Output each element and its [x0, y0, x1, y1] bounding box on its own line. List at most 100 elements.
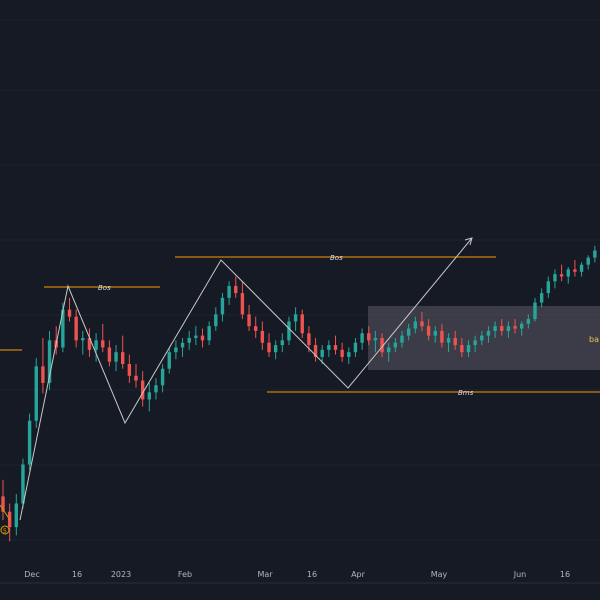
candle	[513, 319, 517, 334]
candle-body	[194, 335, 198, 338]
candle-body	[526, 319, 531, 324]
candle-body	[453, 338, 457, 346]
candle-body	[74, 316, 78, 341]
candle	[387, 342, 391, 362]
candle-body	[486, 330, 491, 336]
candle	[207, 321, 211, 346]
candle	[87, 328, 92, 357]
candle	[74, 309, 78, 348]
candle	[227, 281, 231, 305]
candle	[180, 338, 185, 357]
candle-body	[506, 326, 511, 331]
candle-body	[520, 323, 524, 329]
x-tick-label: 16	[560, 570, 570, 579]
candle	[114, 345, 118, 372]
candle-body	[367, 333, 371, 341]
x-tick-label: Jun	[513, 570, 527, 579]
candle	[380, 333, 384, 357]
candle-body	[167, 352, 171, 369]
candle-body	[313, 345, 318, 357]
candle-body	[187, 338, 191, 343]
candle	[94, 333, 98, 362]
candle	[466, 340, 471, 357]
candle-body	[426, 326, 431, 336]
candle	[160, 364, 165, 393]
candle	[240, 281, 245, 320]
candle	[460, 338, 464, 357]
candle	[247, 304, 251, 331]
candle	[47, 330, 52, 390]
candle	[267, 333, 271, 357]
candle	[506, 321, 511, 338]
candle-body	[493, 326, 497, 331]
candle	[353, 338, 358, 357]
candle	[480, 330, 484, 346]
candle-body	[267, 342, 271, 353]
candle-body	[227, 286, 231, 298]
grid-lines	[0, 19, 600, 541]
marker-circle	[0, 525, 10, 535]
candle	[273, 340, 278, 360]
candle-body	[234, 286, 238, 294]
candle-body	[380, 338, 384, 353]
candle-body	[307, 333, 311, 346]
candle-body	[433, 330, 437, 336]
candle	[400, 330, 404, 348]
candle-body	[566, 269, 570, 277]
candle	[220, 293, 225, 322]
candle-body	[260, 330, 265, 343]
candle-body	[127, 364, 132, 376]
candle-body	[47, 340, 52, 383]
candle	[200, 328, 205, 348]
candle	[67, 297, 72, 322]
candle-body	[61, 309, 65, 348]
candle-body	[247, 314, 251, 327]
candle-body	[254, 326, 258, 331]
candle	[367, 326, 371, 346]
candle-body	[174, 347, 178, 353]
candle-body	[34, 366, 38, 421]
candle-body	[214, 314, 218, 327]
candle-body	[160, 368, 165, 386]
zone-label: ba	[589, 335, 599, 344]
candle	[453, 330, 457, 350]
candle-body	[81, 338, 85, 341]
swing-lead-in	[0, 504, 11, 521]
candle-body	[21, 464, 25, 504]
candle	[134, 364, 138, 388]
x-tick-label: Mar	[257, 570, 273, 579]
x-tick-label: 2023	[111, 570, 131, 579]
candle	[127, 354, 132, 383]
candle-body	[553, 274, 557, 282]
candle	[214, 307, 218, 331]
candle	[593, 245, 597, 263]
candle-body	[393, 342, 398, 348]
candle-body	[353, 342, 358, 353]
candle-body	[200, 335, 205, 341]
x-tick-label: Apr	[351, 570, 366, 579]
candle-body	[87, 338, 92, 350]
candle-body	[67, 309, 72, 317]
candle	[573, 260, 577, 277]
time-axis: Dec 16 2023 Feb Mar 16 Apr May Jun 16	[0, 570, 600, 584]
candle	[167, 347, 171, 374]
candle	[254, 316, 258, 338]
candle	[320, 345, 324, 364]
x-tick-label: Feb	[178, 570, 192, 579]
candle	[27, 413, 32, 471]
candle	[147, 382, 151, 412]
candle	[473, 335, 477, 353]
candle-body	[121, 352, 125, 364]
candle	[579, 262, 584, 277]
candle-body	[466, 345, 471, 353]
candle	[1, 479, 5, 520]
candle	[406, 323, 411, 341]
annotations: Bos Bos Bms 5	[0, 237, 600, 535]
candle	[101, 323, 105, 353]
candle-body	[400, 335, 404, 343]
candle-body	[273, 345, 278, 353]
candle	[440, 323, 444, 348]
